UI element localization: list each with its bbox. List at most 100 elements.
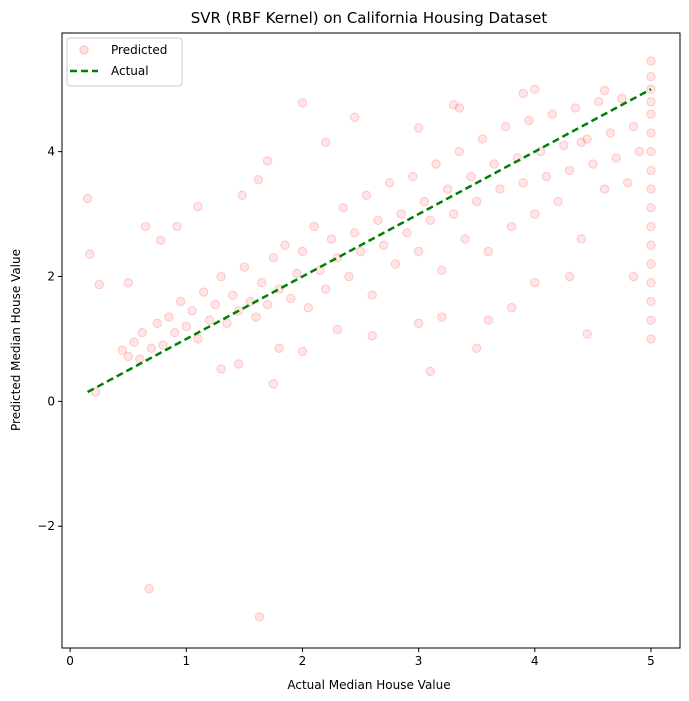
scatter-point bbox=[135, 354, 145, 364]
scatter-point bbox=[646, 334, 656, 344]
scatter-point bbox=[350, 112, 360, 123]
scatter-point bbox=[117, 345, 128, 355]
scatter-point bbox=[303, 303, 313, 313]
scatter-point bbox=[123, 278, 133, 288]
legend-predicted-marker bbox=[79, 45, 89, 55]
scatter-point bbox=[355, 246, 366, 257]
scatter-point bbox=[175, 296, 186, 307]
chart-title: SVR (RBF Kernel) on California Housing D… bbox=[191, 9, 548, 27]
scatter-point bbox=[646, 315, 656, 325]
x-axis: 0 1 2 3 4 5 bbox=[66, 648, 655, 668]
scatter-point bbox=[646, 165, 656, 176]
scatter-point bbox=[448, 100, 459, 110]
scatter-point bbox=[530, 278, 540, 288]
legend-actual-label: Actual bbox=[111, 64, 149, 78]
scatter-point bbox=[506, 221, 517, 232]
scatter-point bbox=[599, 85, 610, 96]
scatter-point bbox=[547, 109, 557, 119]
scatter-point bbox=[501, 122, 511, 132]
scatter-point bbox=[233, 359, 244, 369]
scatter-point bbox=[541, 171, 552, 182]
scatter-point bbox=[170, 328, 180, 338]
scatter-point bbox=[321, 137, 331, 148]
scatter-point bbox=[472, 343, 482, 353]
scatter-point bbox=[425, 215, 435, 226]
scatter-point bbox=[605, 128, 615, 138]
scatter-point bbox=[646, 97, 656, 107]
y-tick-label: 0 bbox=[47, 394, 55, 408]
scatter-point bbox=[413, 318, 424, 328]
scatter-point bbox=[431, 159, 441, 169]
scatter-point bbox=[216, 364, 226, 374]
scatter-point bbox=[611, 153, 621, 163]
actual-reference-line bbox=[87, 88, 652, 394]
scatter-point bbox=[321, 284, 331, 294]
scatter-point bbox=[564, 165, 575, 176]
scatter-point bbox=[326, 234, 337, 244]
scatter-point bbox=[419, 196, 430, 207]
x-tick-label: 4 bbox=[531, 654, 539, 668]
scatter-point bbox=[251, 312, 261, 322]
scatter-point bbox=[254, 612, 265, 622]
scatter-point bbox=[570, 103, 581, 113]
scatter-point bbox=[187, 306, 197, 316]
scatter-point bbox=[315, 265, 325, 275]
scatter-point bbox=[646, 240, 656, 251]
scatter-point bbox=[559, 140, 569, 151]
scatter-point bbox=[437, 312, 447, 322]
scatter-point bbox=[646, 296, 656, 307]
scatter-point bbox=[413, 123, 424, 133]
scatter-point bbox=[379, 240, 389, 251]
scatter-point bbox=[156, 235, 166, 246]
scatter-point bbox=[172, 221, 182, 232]
scatter-point bbox=[262, 299, 273, 310]
scatter-point bbox=[472, 196, 482, 207]
scatter-point bbox=[646, 56, 656, 66]
scatter-point bbox=[524, 115, 534, 126]
x-axis-label: Actual Median House Value bbox=[287, 678, 450, 692]
scatter-point bbox=[530, 209, 540, 219]
scatter-point bbox=[286, 293, 296, 304]
scatter-point bbox=[85, 249, 95, 259]
scatter-point bbox=[253, 175, 263, 185]
scatter-point bbox=[257, 278, 267, 288]
scatter-point bbox=[94, 279, 104, 290]
scatter-point bbox=[460, 234, 470, 244]
scatter-point bbox=[123, 351, 133, 362]
plot-frame bbox=[61, 32, 681, 649]
scatter-point bbox=[588, 159, 598, 169]
scatter-point bbox=[646, 221, 656, 232]
scatter-point bbox=[280, 240, 290, 251]
scatter-point bbox=[454, 146, 464, 157]
scatter-point bbox=[402, 228, 412, 238]
scatter-point bbox=[576, 234, 586, 244]
scatter-point bbox=[477, 134, 488, 144]
scatter-point bbox=[181, 321, 192, 332]
scatter-point bbox=[262, 156, 273, 166]
scatter-point bbox=[137, 328, 147, 338]
scatter-point bbox=[634, 146, 644, 157]
scatter-point bbox=[239, 262, 250, 272]
scatter-point bbox=[292, 268, 302, 279]
scatter-point bbox=[582, 134, 592, 144]
scatter-point bbox=[518, 178, 528, 188]
scatter-point bbox=[408, 171, 418, 182]
scatter-point bbox=[367, 331, 377, 341]
scatter-point bbox=[454, 103, 464, 113]
scatter-point bbox=[350, 228, 360, 238]
scatter-point bbox=[297, 98, 308, 108]
scatter-point bbox=[237, 190, 247, 201]
scatter-point bbox=[599, 184, 610, 194]
scatter-point bbox=[530, 84, 540, 94]
x-tick-label: 2 bbox=[299, 654, 307, 668]
scatter-point bbox=[396, 209, 406, 219]
scatter-point bbox=[564, 271, 575, 282]
scatter-point bbox=[576, 137, 586, 148]
scatter-point bbox=[413, 246, 424, 257]
scatter-point bbox=[164, 312, 174, 322]
scatter-point bbox=[193, 201, 203, 212]
scatter-point bbox=[332, 324, 342, 335]
scatter-point bbox=[495, 184, 505, 194]
legend: Predicted Actual bbox=[66, 37, 183, 87]
scatter-point bbox=[582, 329, 592, 339]
